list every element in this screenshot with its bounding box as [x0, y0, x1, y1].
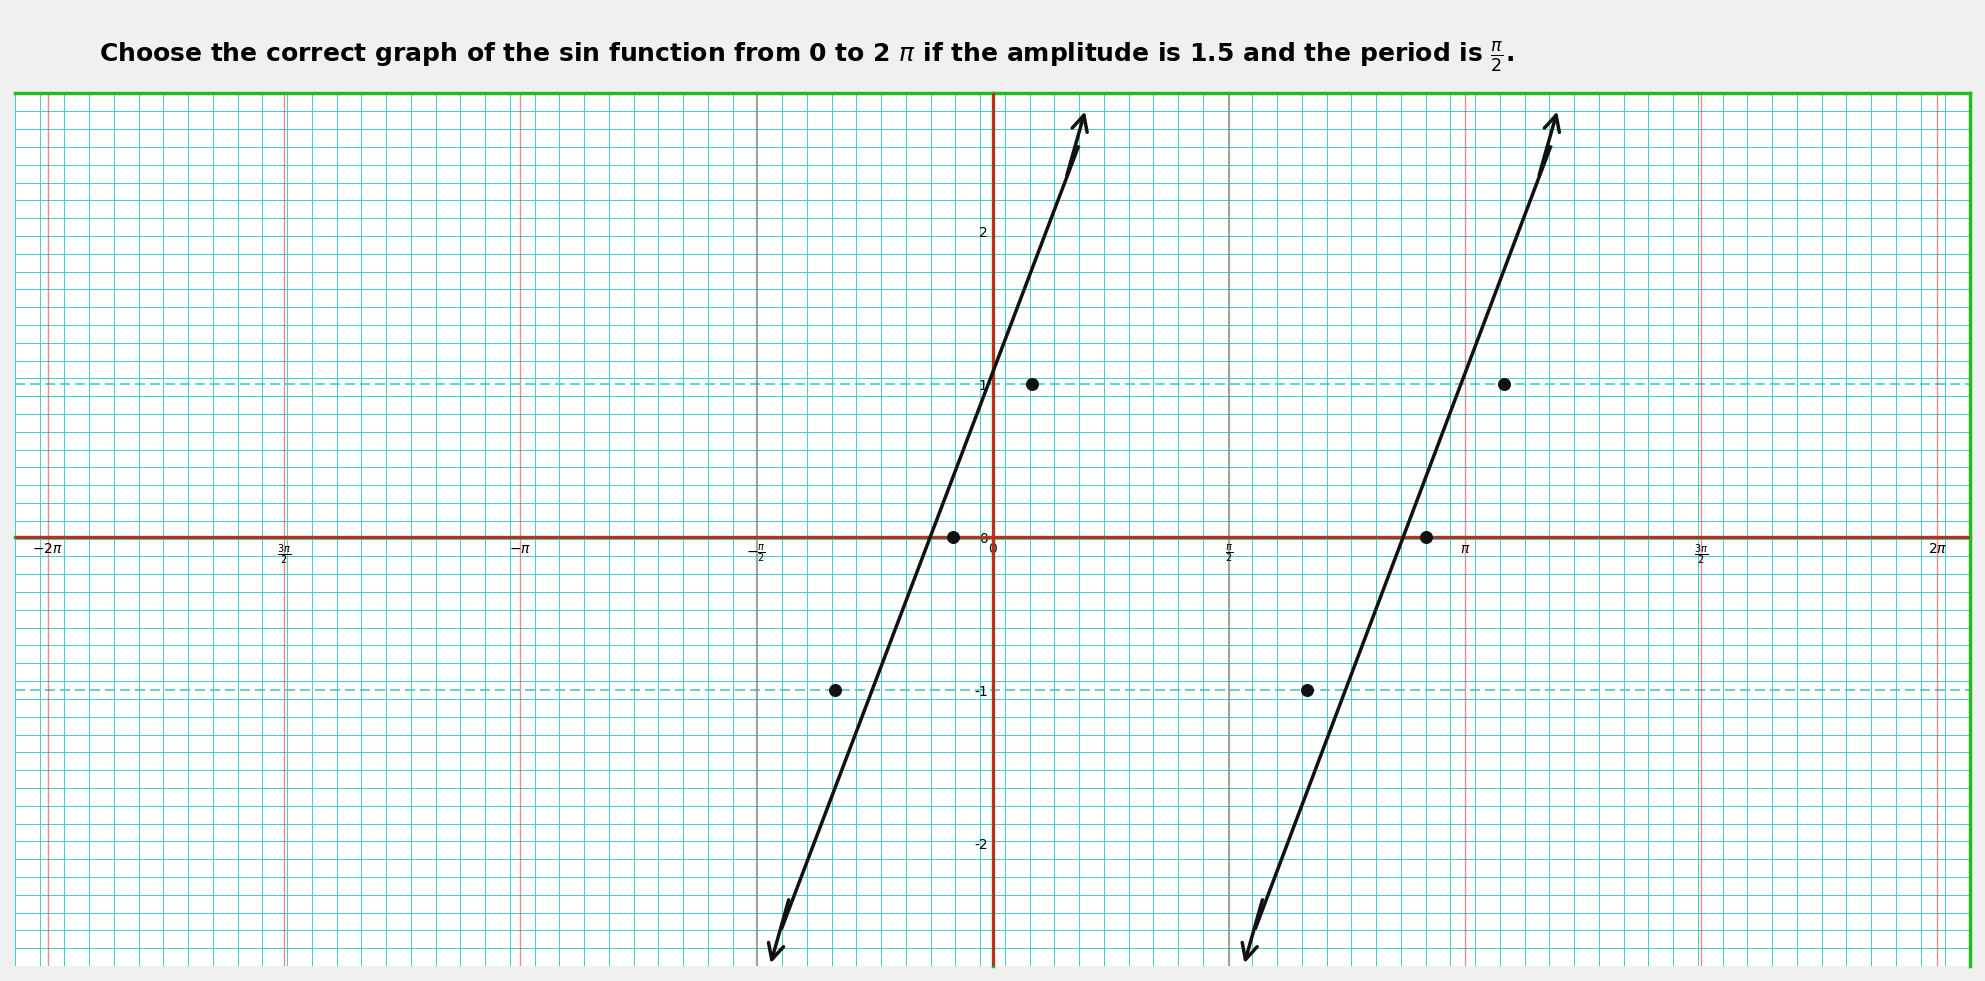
- Point: [937, 530, 969, 545]
- Point: [1292, 683, 1324, 698]
- Point: [820, 683, 852, 698]
- Point: [1016, 377, 1048, 392]
- Text: Choose the correct graph of the sin function from 0 to 2 $\pi$ if the amplitude : Choose the correct graph of the sin func…: [99, 39, 1515, 74]
- Point: [1489, 377, 1521, 392]
- Point: [1409, 530, 1441, 545]
